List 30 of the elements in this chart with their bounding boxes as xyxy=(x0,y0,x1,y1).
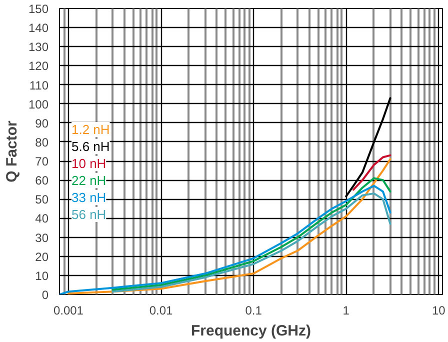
y-tick-label: 20 xyxy=(35,250,49,264)
x-tick-label: 0.001 xyxy=(53,304,84,318)
x-tick-label: 0.1 xyxy=(245,304,262,318)
y-tick-label: 110 xyxy=(29,78,49,92)
x-tick-label: 0.01 xyxy=(149,304,174,318)
x-tick-label: 10 xyxy=(432,304,446,318)
y-tick-label: 150 xyxy=(28,2,49,16)
text: 22 nH xyxy=(72,173,106,188)
y-tick-label: 90 xyxy=(35,116,49,130)
y-tick-label: 0 xyxy=(42,288,49,302)
y-tick-label: 60 xyxy=(35,174,49,188)
text: 56 nH xyxy=(72,207,106,222)
y-tick-label: 50 xyxy=(35,192,49,207)
y-axis-title: Q Factor xyxy=(3,120,20,182)
text: 5.6 nH xyxy=(72,139,110,154)
x-tick-label: 1 xyxy=(342,304,350,318)
y-tick-label: 130 xyxy=(28,40,49,54)
y-tick-label: 100 xyxy=(28,97,49,112)
y-tick-label: 120 xyxy=(28,59,49,74)
y-tick-label: 40 xyxy=(35,212,49,226)
text: 33 nH xyxy=(72,190,106,205)
y-tick-label: 10 xyxy=(35,268,49,283)
x-axis-title: Frequency (GHz) xyxy=(190,322,312,340)
line-series xyxy=(345,97,392,198)
text: 10 nH xyxy=(72,156,106,171)
y-tick-label: 80 xyxy=(35,135,49,150)
y-tick-label: 140 xyxy=(28,21,49,36)
y-tick-label: 30 xyxy=(35,230,49,245)
text: 1.2 nH xyxy=(72,122,110,137)
y-tick-label: 70 xyxy=(35,154,49,169)
